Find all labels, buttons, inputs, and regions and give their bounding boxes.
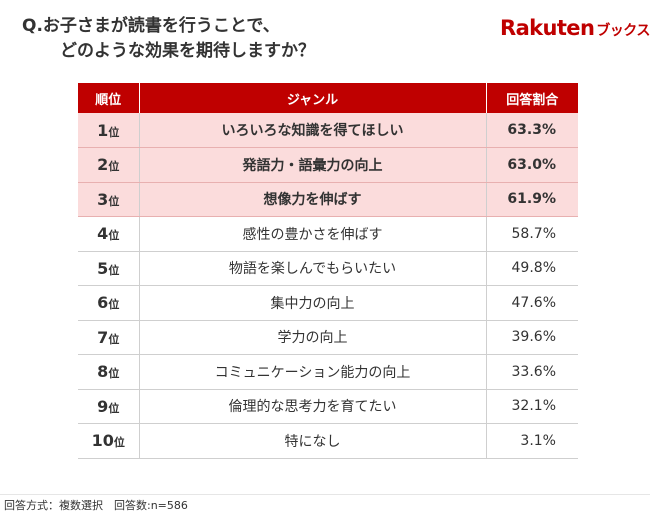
survey-card: Q.お子さまが読書を行うことで、 どのような効果を期待しますか？ Rakuten… bbox=[22, 14, 650, 459]
rank-number: 6 bbox=[97, 293, 109, 313]
ranking-body: 1位 いろいろな知識を得てほしい 63.3% 2位 発語力・語彙力の向上 63.0% 3位想… bbox=[78, 113, 578, 459]
table-row: 4位 感性の豊かさを伸ばす 58.7% bbox=[78, 216, 578, 252]
rank-cell: 1位 bbox=[78, 113, 139, 148]
rank-number: 9 bbox=[97, 396, 109, 416]
rank-cell: 7位 bbox=[78, 320, 139, 355]
question-line-1: Q.お子さまが読書を行うことで、 bbox=[22, 16, 280, 36]
rank-number: 8 bbox=[97, 362, 109, 382]
percent-value: 32.1% bbox=[485, 389, 578, 424]
rank-suffix: 位 bbox=[108, 160, 120, 174]
question-line-2: どのような効果を期待しますか？ bbox=[60, 41, 315, 61]
genre-label: いろいろな知識を得てほしい bbox=[138, 113, 486, 148]
percent-value: 63.3% bbox=[485, 113, 578, 148]
table-row: 1位 いろいろな知識を得てほしい 63.3% bbox=[78, 113, 578, 148]
table-row: 6位 集中力の向上 47.6% bbox=[78, 285, 578, 321]
header-percent: 回答割合 bbox=[485, 83, 578, 113]
percent-value: 33.6% bbox=[485, 354, 578, 390]
rank-cell: 9位 bbox=[78, 389, 139, 424]
rank-suffix: 位 bbox=[108, 229, 120, 243]
table-row: 8位 コミュニケーション能力の向上 33.6% bbox=[78, 354, 578, 390]
genre-label: 倫理的な思考力を育てたい bbox=[138, 389, 486, 424]
header-rank: 順位 bbox=[78, 83, 139, 113]
genre-label: 物語を楽しんでもらいたい bbox=[138, 251, 486, 286]
rank-cell: 2位 bbox=[78, 147, 139, 183]
rakuten-books-logo: Rakuten ブックス bbox=[500, 16, 650, 42]
percent-value: 58.7% bbox=[485, 216, 578, 252]
rank-number: 1 bbox=[97, 120, 109, 140]
table-row: 7位 学力の向上 39.6% bbox=[78, 320, 578, 355]
rank-cell: 5位 bbox=[78, 251, 139, 286]
genre-label: 想像力を伸ばす bbox=[138, 182, 486, 217]
genre-label: 特になし bbox=[138, 423, 486, 459]
rank-cell: 6位 bbox=[78, 285, 139, 321]
rank-cell: 4位 bbox=[78, 216, 139, 252]
logo-brand: Rakuten bbox=[500, 16, 595, 40]
rank-number: 4 bbox=[97, 224, 109, 244]
rank-suffix: 位 bbox=[113, 436, 125, 450]
rank-number: 10 bbox=[91, 431, 114, 451]
percent-value: 63.0% bbox=[485, 147, 578, 183]
rank-number: 2 bbox=[97, 155, 109, 175]
percent-value: 39.6% bbox=[485, 320, 578, 355]
rank-cell: 10位 bbox=[78, 423, 139, 459]
rank-number: 5 bbox=[97, 258, 109, 278]
rank-suffix: 位 bbox=[108, 367, 120, 381]
table-row: 10位 特になし 3.1% bbox=[78, 423, 578, 459]
ranking-table: 順位 ジャンル 回答割合 1位 いろいろな知識を得てほしい 63.3% 2位 発語力・語… bbox=[78, 83, 578, 459]
table-row: 5位 物語を楽しんでもらいたい 49.8% bbox=[78, 251, 578, 286]
question-title: Q.お子さまが読書を行うことで、 どのような効果を期待しますか？ bbox=[22, 14, 492, 64]
footer-note: 回答方式：複数選択 回答数:n=586 bbox=[0, 494, 650, 518]
rank-suffix: 位 bbox=[108, 298, 120, 312]
rank-number: 7 bbox=[97, 327, 109, 347]
rank-suffix: 位 bbox=[108, 332, 120, 346]
percent-value: 3.1% bbox=[485, 423, 578, 459]
genre-label: コミュニケーション能力の向上 bbox=[138, 354, 486, 390]
rank-suffix: 位 bbox=[108, 125, 120, 139]
table-row: 2位 発語力・語彙力の向上 63.0% bbox=[78, 147, 578, 183]
genre-label: 集中力の向上 bbox=[138, 285, 486, 321]
percent-value: 61.9% bbox=[485, 182, 578, 217]
rank-suffix: 位 bbox=[108, 401, 120, 415]
table-header-row: 順位 ジャンル 回答割合 bbox=[78, 83, 578, 113]
table-row: 3位 想像力を伸ばす 61.9% bbox=[78, 182, 578, 217]
rank-number: 3 bbox=[97, 189, 109, 209]
percent-value: 49.8% bbox=[485, 251, 578, 286]
rank-cell: 3位 bbox=[78, 182, 139, 217]
genre-label: 学力の向上 bbox=[138, 320, 486, 355]
logo-sub: ブックス bbox=[596, 23, 650, 39]
genre-label: 感性の豊かさを伸ばす bbox=[138, 216, 486, 252]
rank-cell: 8位 bbox=[78, 354, 139, 390]
genre-label: 発語力・語彙力の向上 bbox=[138, 147, 486, 183]
header-genre: ジャンル bbox=[138, 83, 486, 113]
rank-suffix: 位 bbox=[108, 194, 120, 208]
table-row: 9位 倫理的な思考力を育てたい 32.1% bbox=[78, 389, 578, 424]
rank-suffix: 位 bbox=[108, 263, 120, 277]
percent-value: 47.6% bbox=[485, 285, 578, 321]
